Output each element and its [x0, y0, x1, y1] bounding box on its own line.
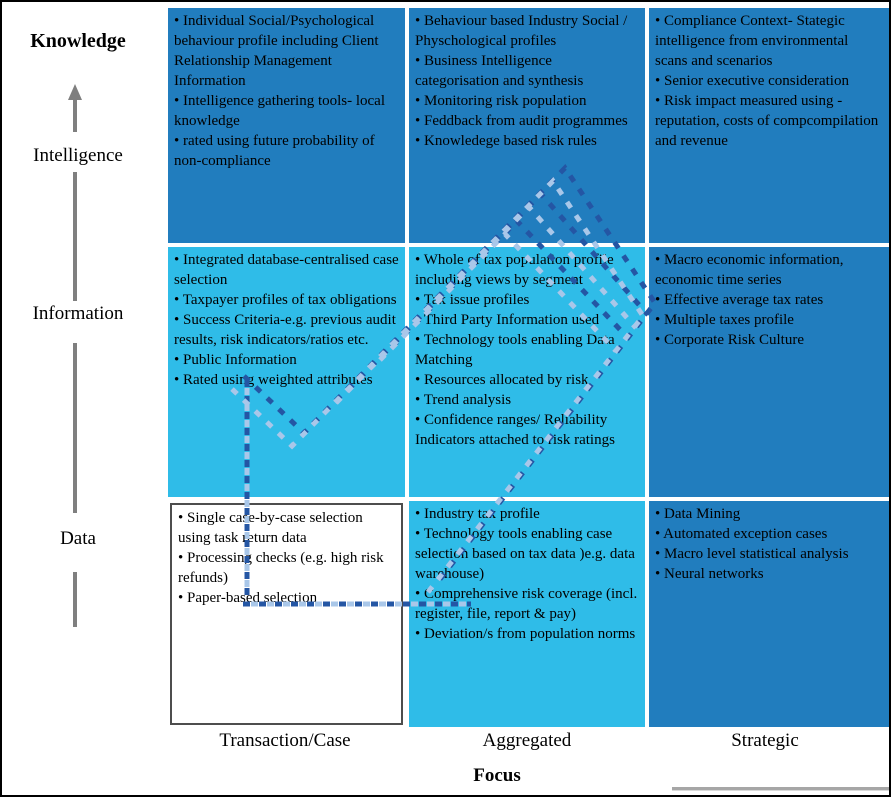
bullet-item: • Third Party Information used	[415, 312, 600, 328]
bullet-item: • Effective average tax rates	[655, 292, 824, 308]
bullet-item: • Success Criteria-e.g. previous audit r…	[174, 312, 396, 348]
x-axis-label-strategic: Strategic	[731, 730, 799, 751]
cell-knowledge-strategic: • Compliance Context- Stategic intellige…	[649, 8, 889, 243]
bottom-gray-line	[672, 787, 889, 791]
bullet-item: • Deviation/s from population norms	[415, 626, 636, 642]
bullet-item: • Technology tools enabling Data Matchin…	[415, 332, 615, 368]
bullet-item: • Integrated database-centralised case s…	[174, 252, 399, 288]
bullet-item: • rated using future probability of non-…	[174, 133, 375, 169]
bullet-item: • Risk impact measured using - reputatio…	[655, 93, 879, 149]
bullet-item: • Processing checks (e.g. high risk refu…	[178, 550, 384, 586]
bullet-item: • Public Information	[174, 352, 297, 368]
y-axis-label-intelligence: Intelligence	[33, 145, 123, 166]
bullet-item: • Behaviour based Industry Social / Phys…	[415, 13, 628, 49]
x-axis-label-aggregated: Aggregated	[482, 730, 572, 751]
bullet-item: • Resources allocated by risk	[415, 372, 589, 388]
y-axis-label-information: Information	[32, 303, 124, 324]
cell-information-strategic: • Macro economic information, economic t…	[649, 247, 889, 497]
bullet-item: • Taxpayer profiles of tax obligations	[174, 292, 397, 308]
cell-knowledge-transaction: • Individual Social/Psychological behavi…	[168, 8, 405, 243]
bullet-item: • Knowledege based risk rules	[415, 133, 597, 149]
bullet-item: • Senior executive consideration	[655, 73, 849, 89]
arrow-up-icon	[68, 84, 82, 100]
bullet-item: • Neural networks	[655, 566, 764, 582]
bullet-item: • Data Mining	[655, 506, 741, 522]
bullet-item: • Multiple taxes profile	[655, 312, 794, 328]
bullet-item: • Paper-based selection	[178, 590, 318, 606]
bullet-item: • Whole of tax population profile includ…	[415, 252, 614, 288]
cell-knowledge-aggregated: • Behaviour based Industry Social / Phys…	[409, 8, 645, 243]
bullet-item: • Comprehensive risk coverage (incl. reg…	[415, 586, 638, 622]
bullet-item: • Tax issue profiles	[415, 292, 530, 308]
bullet-item: • Individual Social/Psychological behavi…	[174, 13, 379, 89]
cell-data-aggregated: • Industry tax profile • Technology tools…	[409, 501, 645, 727]
x-axis-title-focus: Focus	[473, 765, 521, 786]
bullet-item: • Automated exception cases	[655, 526, 828, 542]
bullet-item: • Monitoring risk population	[415, 93, 587, 109]
bullet-item: • Corporate Risk Culture	[655, 332, 804, 348]
cell-data-transaction: • Single case-by-case selection using ta…	[170, 503, 403, 725]
bullet-item: • Single case-by-case selection using ta…	[178, 510, 363, 546]
bullet-item: • Confidence ranges/ Reliability Indicat…	[415, 412, 615, 448]
y-axis-label-knowledge: Knowledge	[30, 30, 126, 52]
bullet-item: • Trend analysis	[415, 392, 512, 408]
bullet-item: • Industry tax profile	[415, 506, 540, 522]
bullet-item: • Macro level statistical analysis	[655, 546, 849, 562]
x-axis-label-transaction-case: Transaction/Case	[219, 730, 351, 751]
cell-information-aggregated: • Whole of tax population profile includ…	[409, 247, 645, 497]
cell-data-strategic: • Data Mining • Automated exception cases…	[649, 501, 889, 727]
bullet-item: • Compliance Context- Stategic intellige…	[655, 13, 849, 69]
bullet-item: • Business Intelligence categorisation a…	[415, 53, 584, 89]
y-axis-label-data: Data	[60, 528, 96, 549]
bullet-item: • Macro economic information, economic t…	[655, 252, 844, 288]
bullet-item: • Technology tools enabling case selecti…	[415, 526, 635, 582]
bullet-item: • Intelligence gathering tools- local kn…	[174, 93, 386, 129]
bullet-item: • Feddback from audit programmes	[415, 113, 628, 129]
cell-information-transaction: • Integrated database-centralised case s…	[168, 247, 405, 497]
bullet-item: • Rated using weighted attributes	[174, 372, 373, 388]
